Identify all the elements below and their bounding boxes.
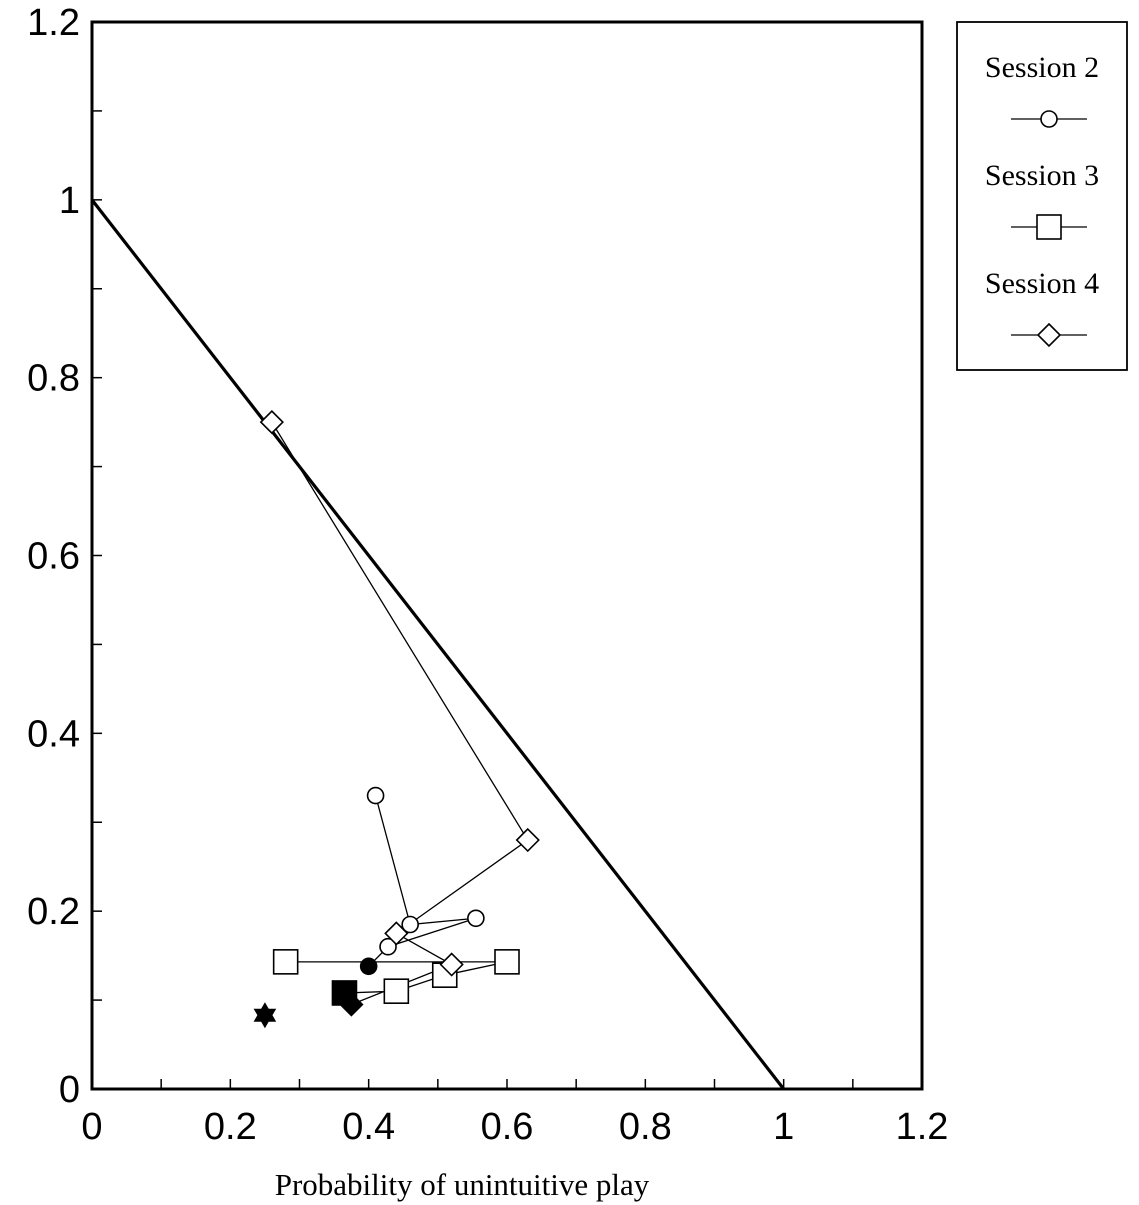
series-1-point [467,909,485,928]
series-2-point [383,978,410,1004]
series-1-point [359,957,378,976]
axes: 0 0.2 0.4 0.6 0.8 1 1.2 0 0.2 0.4 0.6 0.8 1 1.2 [27,2,948,1148]
series-2-point [272,949,299,975]
y-tick-label: 1.2 [27,2,80,44]
series-2-point [494,949,520,975]
series-3-point [515,827,540,853]
x-tick-label: 0.6 [481,1106,534,1148]
series-1-point [401,915,419,934]
reference-line [90,198,785,1090]
series-3-point [259,409,284,435]
legend-label: Session 2 [985,51,1099,84]
y-tick-label: 0.8 [27,358,80,400]
x-tick-label: 0 [81,1106,102,1148]
y-tick-label: 0.4 [27,713,80,755]
x-axis-title: Probability of unintuitive play [275,1167,650,1202]
legend-label: Session 4 [985,267,1099,300]
y-tick-label: 0.2 [27,891,80,933]
x-tick-label: 0.2 [204,1106,257,1148]
legend: Session 2 Session 3 Session 4 [956,21,1128,371]
star-marker [253,1002,277,1029]
legend-marker [1040,110,1058,128]
series-1-point [379,937,397,956]
plot-frame [90,20,924,1091]
x-tick-label: 1.2 [896,1106,949,1148]
legend-marker [1036,214,1062,240]
legend-frame [956,21,1128,371]
legend-label: Session 3 [985,159,1099,192]
series-3-point [339,992,364,1017]
y-tick-label: 1 [59,180,80,222]
series-1-point [366,786,385,805]
x-tick-label: 0.8 [619,1106,672,1148]
series-line-3 [271,421,529,1006]
y-tick-label: 0 [59,1069,80,1111]
plot-area [90,198,785,1090]
legend-marker [1036,322,1062,348]
series-3-point [439,952,464,977]
series-3-point [384,921,409,946]
x-tick-label: 0.4 [342,1106,395,1148]
x-tick-label: 1 [773,1106,794,1148]
y-tick-label: 0.6 [27,536,80,578]
